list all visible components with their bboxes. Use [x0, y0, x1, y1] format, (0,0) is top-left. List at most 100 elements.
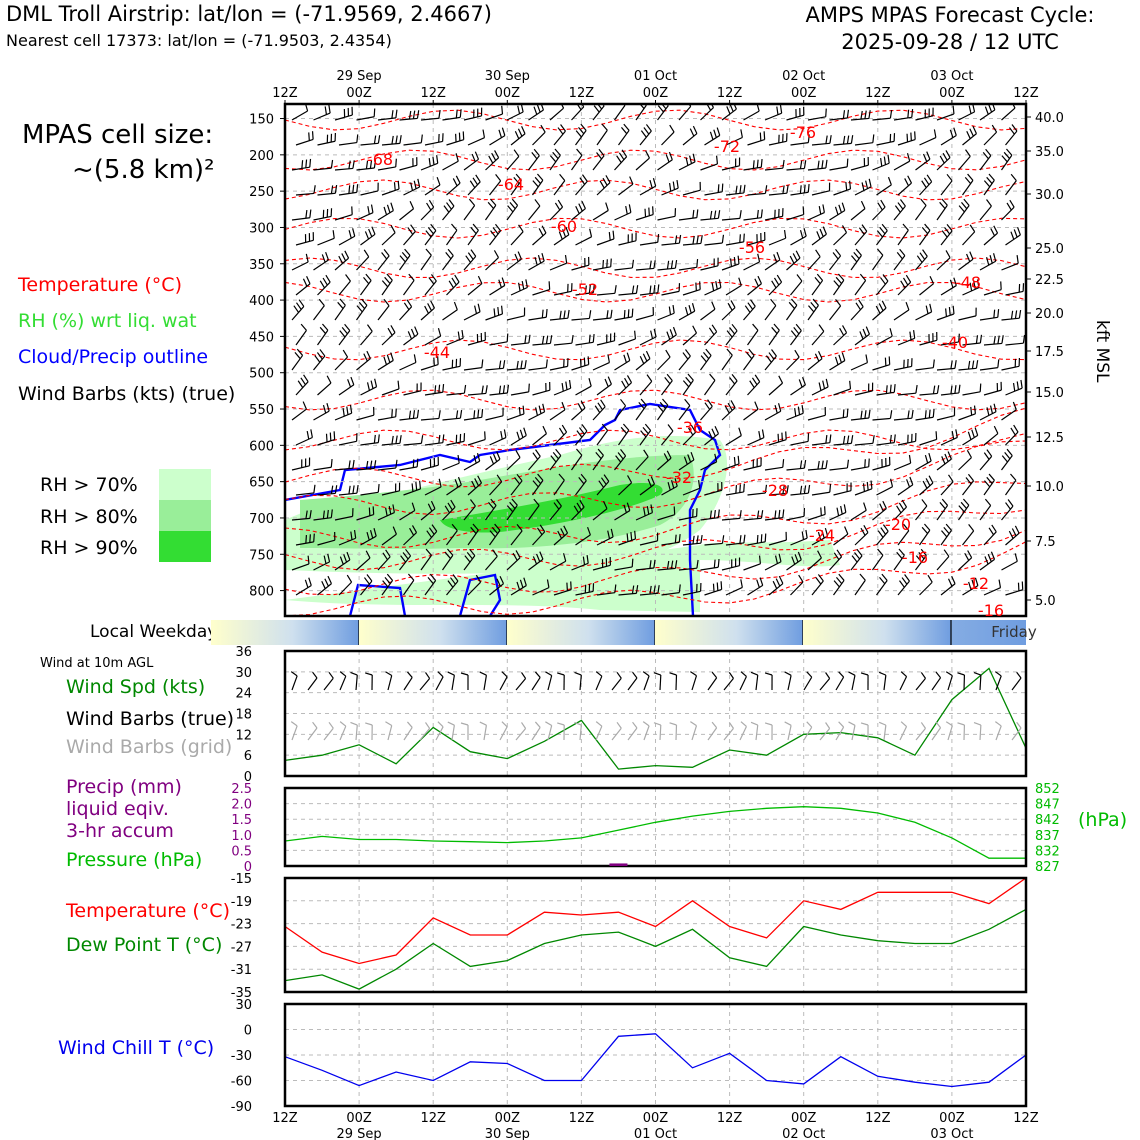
wind-barb [334, 459, 355, 471]
barb-staff [743, 305, 756, 321]
barb-flag [838, 721, 845, 728]
barb-flag [470, 249, 477, 257]
barb-staff [424, 530, 438, 546]
wind-barb [897, 330, 916, 346]
barb-flag [581, 424, 588, 432]
surface-wind-barb [531, 671, 541, 691]
barb-flag [678, 534, 681, 543]
wind-barb [700, 348, 712, 371]
wind-barb [549, 309, 570, 321]
barb-staff [618, 538, 636, 546]
wind-barb [747, 185, 768, 196]
wind-barb [596, 332, 616, 346]
wind-barb [850, 502, 867, 521]
barb-flag [944, 227, 951, 235]
barb-flag [907, 109, 910, 118]
wind-barb [381, 225, 396, 246]
barb-flag [764, 484, 768, 494]
wind-barb [463, 303, 481, 321]
bottom-tick-label: 00Z [791, 1111, 817, 1126]
barb-flag [649, 285, 652, 294]
wind-barb [381, 273, 393, 296]
barb-staff [919, 392, 938, 396]
barb-staff [657, 267, 676, 271]
wind-barb [743, 401, 759, 421]
barb-flag [759, 132, 762, 141]
barb-flag [533, 106, 538, 115]
barb-flag [391, 409, 393, 418]
wind-barb [510, 383, 530, 396]
barb-staff [678, 161, 696, 171]
barb-flag [305, 458, 307, 467]
barb-staff [467, 181, 481, 196]
barb-flag [709, 510, 712, 519]
barb-staff [854, 186, 872, 196]
barb-flag [461, 329, 464, 339]
barb-flag [293, 305, 300, 313]
wind-barb [983, 381, 1002, 396]
barb-flag [880, 527, 887, 535]
surface-wind-barb [784, 721, 792, 741]
wind-barb [489, 474, 503, 496]
wind-barb [700, 558, 720, 571]
barb-staff [876, 230, 888, 246]
barb-staff [420, 464, 439, 471]
barb-flag [501, 721, 508, 728]
barb-flag [410, 224, 416, 232]
barb-flag [711, 282, 715, 291]
barb-flag [674, 259, 678, 269]
barb-flag [756, 234, 758, 243]
wind-barb [962, 125, 977, 146]
barb-staff [485, 157, 500, 171]
wind-barb [442, 499, 456, 521]
wind-barb [725, 323, 738, 346]
wind-barb [850, 409, 871, 421]
wind-barb [532, 124, 546, 146]
barb-flag [899, 580, 905, 588]
barb-staff [704, 287, 722, 296]
pressure-tick-label: 847 [1035, 798, 1060, 813]
barb-flag [484, 331, 486, 341]
barb-flag [601, 123, 608, 131]
barb-flag [645, 150, 650, 159]
barb-flag [716, 582, 719, 591]
wind-barb [295, 275, 311, 296]
barb-staff [547, 675, 553, 691]
barb-staff [467, 137, 485, 146]
barb-flag [366, 324, 373, 332]
barb-flag [607, 354, 610, 363]
surface-wind-barb [385, 721, 393, 741]
wind-barb [915, 303, 933, 321]
barb-flag [878, 303, 884, 312]
barb-staff [463, 255, 477, 271]
barb-staff [489, 437, 507, 446]
barb-flag [734, 558, 737, 567]
barb-staff [575, 590, 594, 596]
barb-staff [657, 312, 675, 321]
barb-flag [627, 475, 633, 483]
barb-flag [382, 580, 389, 588]
barb-staff [420, 554, 432, 571]
barb-staff [485, 367, 504, 371]
barb-flag [877, 202, 883, 211]
barb-flag [365, 550, 371, 559]
barb-flag [1008, 530, 1014, 539]
wind-barb [829, 248, 842, 271]
surface-wind-barb [435, 671, 444, 691]
surface-wind-barb [803, 721, 813, 741]
barb-staff [532, 131, 546, 146]
swatch-rh80 [159, 500, 211, 531]
barb-flag [592, 334, 595, 343]
barb-flag [640, 130, 647, 138]
barb-flag [501, 127, 506, 136]
wind-barb [893, 248, 906, 271]
barb-staff [807, 414, 826, 421]
barb-flag [818, 324, 825, 332]
wind-barb [313, 159, 334, 171]
barb-flag [785, 531, 787, 541]
barb-flag [893, 434, 896, 443]
barb-flag [750, 299, 756, 307]
wind-barb [510, 427, 527, 446]
barb-flag [621, 149, 628, 158]
barb-flag [560, 124, 566, 132]
